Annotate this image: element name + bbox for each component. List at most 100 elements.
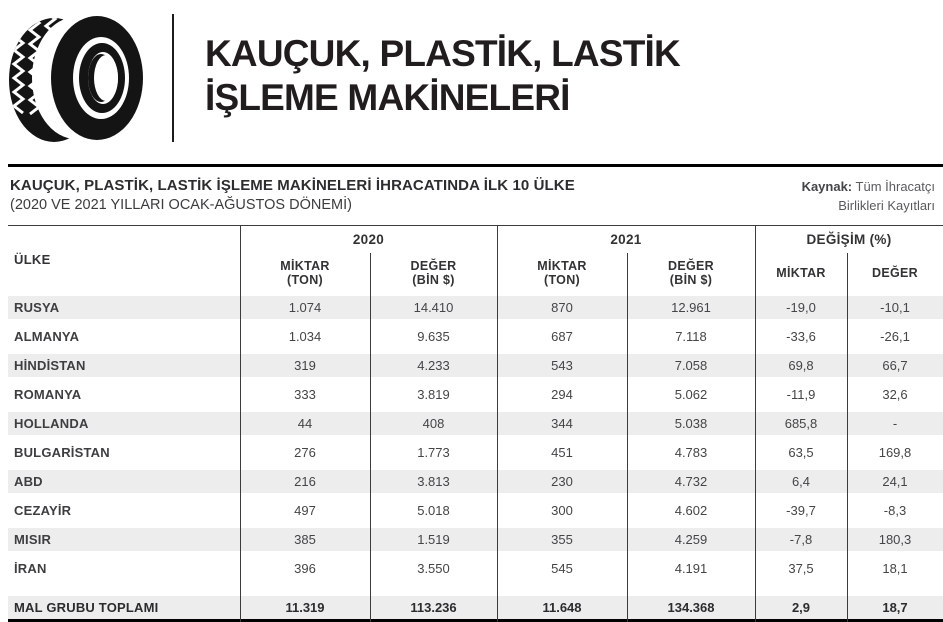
table-row: İRAN 396 3.550 545 4.191 37,5 18,1 <box>8 554 943 583</box>
page-title-line2: İŞLEME MAKİNELERİ <box>205 77 570 118</box>
change-miktar-cell: -11,9 <box>786 387 816 402</box>
deger-label: DEĞER <box>410 259 457 273</box>
page-title-line1: KAUÇUK, PLASTİK, LASTİK <box>205 33 681 74</box>
miktar-2021-cell: 543 <box>551 358 573 373</box>
section-subtitle: (2020 VE 2021 YILLARI OCAK-AĞUSTOS DÖNEM… <box>10 197 352 213</box>
total-deger-2021: 134.368 <box>667 600 715 615</box>
total-miktar-2021: 11.648 <box>542 600 582 615</box>
total-change-deger: 18,7 <box>882 600 908 615</box>
column-divider <box>755 226 756 622</box>
column-divider <box>847 253 848 622</box>
source-label: Kaynak: <box>801 179 853 194</box>
deger-2021-cell: 4.732 <box>674 474 708 489</box>
column-divider <box>370 253 371 622</box>
country-cell: ABD <box>14 474 43 489</box>
deger-2020-cell: 3.813 <box>417 474 450 489</box>
col-header-miktar-change: MİKTAR <box>755 253 847 293</box>
table-body: RUSYA 1.074 14.410 870 12.961 -19,0 -10,… <box>8 293 943 583</box>
table-row: ALMANYA 1.034 9.635 687 7.118 -33,6 -26,… <box>8 322 943 351</box>
miktar-label: MİKTAR <box>280 259 330 273</box>
change-deger-cell: - <box>892 416 898 431</box>
miktar-2020-cell: 216 <box>294 474 316 489</box>
country-cell: HİNDİSTAN <box>14 358 86 373</box>
change-miktar-cell: -33,6 <box>786 329 816 344</box>
deger-label: DEĞER <box>668 259 714 273</box>
source-text1: Tüm İhracatçı <box>855 179 935 194</box>
deger-2021-cell: 4.783 <box>674 445 708 460</box>
table-row: BULGARİSTAN 276 1.773 451 4.783 63,5 169… <box>8 438 943 467</box>
column-divider <box>497 226 498 622</box>
country-cell: HOLLANDA <box>14 416 89 431</box>
change-deger-cell: 66,7 <box>882 358 908 373</box>
table-row: MISIR 385 1.519 355 4.259 -7,8 180,3 <box>8 525 943 554</box>
tire-icon <box>9 16 143 142</box>
change-miktar-cell: 6,4 <box>791 474 811 489</box>
change-miktar-cell: 37,5 <box>788 561 814 576</box>
deger-label: DEĞER <box>872 266 918 280</box>
deger-2021-cell: 7.058 <box>674 358 708 373</box>
change-label: DEĞİŞİM (%) <box>806 232 892 247</box>
deger-2020-cell: 408 <box>422 416 445 431</box>
deger-2021-cell: 12.961 <box>671 300 711 315</box>
miktar-unit: (TON) <box>287 273 323 287</box>
miktar-label: MİKTAR <box>537 259 587 273</box>
miktar-2021-cell: 294 <box>551 387 573 402</box>
table-row: ABD 216 3.813 230 4.732 6,4 24,1 <box>8 467 943 496</box>
miktar-2020-cell: 396 <box>294 561 316 576</box>
col-header-deger-2020: DEĞER (BİN $) <box>370 253 497 293</box>
country-cell: MISIR <box>14 532 52 547</box>
change-miktar-cell: 63,5 <box>788 445 814 460</box>
deger-unit: (BİN $) <box>412 273 455 287</box>
change-deger-cell: -26,1 <box>880 329 910 344</box>
column-divider <box>240 226 241 622</box>
miktar-unit: (TON) <box>544 273 580 287</box>
change-deger-cell: -8,3 <box>883 503 907 518</box>
source-note: Kaynak: Tüm İhracatçı Birlikleri Kayıtla… <box>802 177 935 215</box>
country-cell: İRAN <box>14 561 47 576</box>
miktar-2021-cell: 230 <box>551 474 573 489</box>
deger-2021-cell: 7.118 <box>675 329 707 344</box>
miktar-2021-cell: 545 <box>551 561 573 576</box>
miktar-2020-cell: 276 <box>294 445 316 460</box>
deger-2021-cell: 4.259 <box>674 532 708 547</box>
total-miktar-2020: 11.319 <box>285 600 325 615</box>
deger-2020-cell: 1.773 <box>417 445 450 460</box>
miktar-2021-cell: 300 <box>551 503 573 518</box>
miktar-label: MİKTAR <box>776 266 826 280</box>
change-deger-cell: 18,1 <box>882 561 908 576</box>
deger-2020-cell: 3.819 <box>417 387 450 402</box>
country-cell: RUSYA <box>14 300 60 315</box>
total-change-miktar: 2,9 <box>791 600 811 615</box>
change-deger-cell: 24,1 <box>882 474 908 489</box>
deger-2020-cell: 5.018 <box>417 503 450 518</box>
col-group-2020: 2020 MİKTAR (TON) DEĞER (BİN $) <box>240 226 497 293</box>
deger-unit: (BİN $) <box>669 273 713 287</box>
section-title: KAUÇUK, PLASTİK, LASTİK İŞLEME MAKİNELER… <box>10 177 575 194</box>
col-group-change: DEĞİŞİM (%) MİKTAR DEĞER <box>755 226 943 293</box>
miktar-2020-cell: 44 <box>297 416 313 431</box>
miktar-2021-cell: 870 <box>551 300 573 315</box>
deger-2021-cell: 4.602 <box>674 503 708 518</box>
total-row: MAL GRUBU TOPLAMI 11.319 113.236 11.648 … <box>8 596 943 622</box>
change-deger-cell: 32,6 <box>882 387 908 402</box>
deger-2020-cell: 9.635 <box>417 329 450 344</box>
change-miktar-cell: 69,8 <box>788 358 814 373</box>
table-header: ÜLKE 2020 MİKTAR (TON) DEĞER (BİN $) 202… <box>8 226 943 293</box>
miktar-2021-cell: 355 <box>551 532 573 547</box>
col-header-country: ÜLKE <box>14 252 51 267</box>
year-2021-label: 2021 <box>610 232 642 247</box>
miktar-2021-cell: 344 <box>551 416 573 431</box>
miktar-2020-cell: 1.034 <box>288 329 322 344</box>
deger-2020-cell: 4.233 <box>417 358 450 373</box>
change-deger-cell: -10,1 <box>880 300 910 315</box>
change-miktar-cell: 685,8 <box>784 416 818 431</box>
table-row: ROMANYA 333 3.819 294 5.062 -11,9 32,6 <box>8 380 943 409</box>
country-cell: ROMANYA <box>14 387 82 402</box>
change-deger-cell: 180,3 <box>878 532 912 547</box>
miktar-2020-cell: 319 <box>294 358 316 373</box>
miktar-2021-cell: 687 <box>551 329 573 344</box>
deger-2021-cell: 4.191 <box>674 561 708 576</box>
country-cell: CEZAYİR <box>14 503 72 518</box>
deger-2021-cell: 5.038 <box>674 416 708 431</box>
